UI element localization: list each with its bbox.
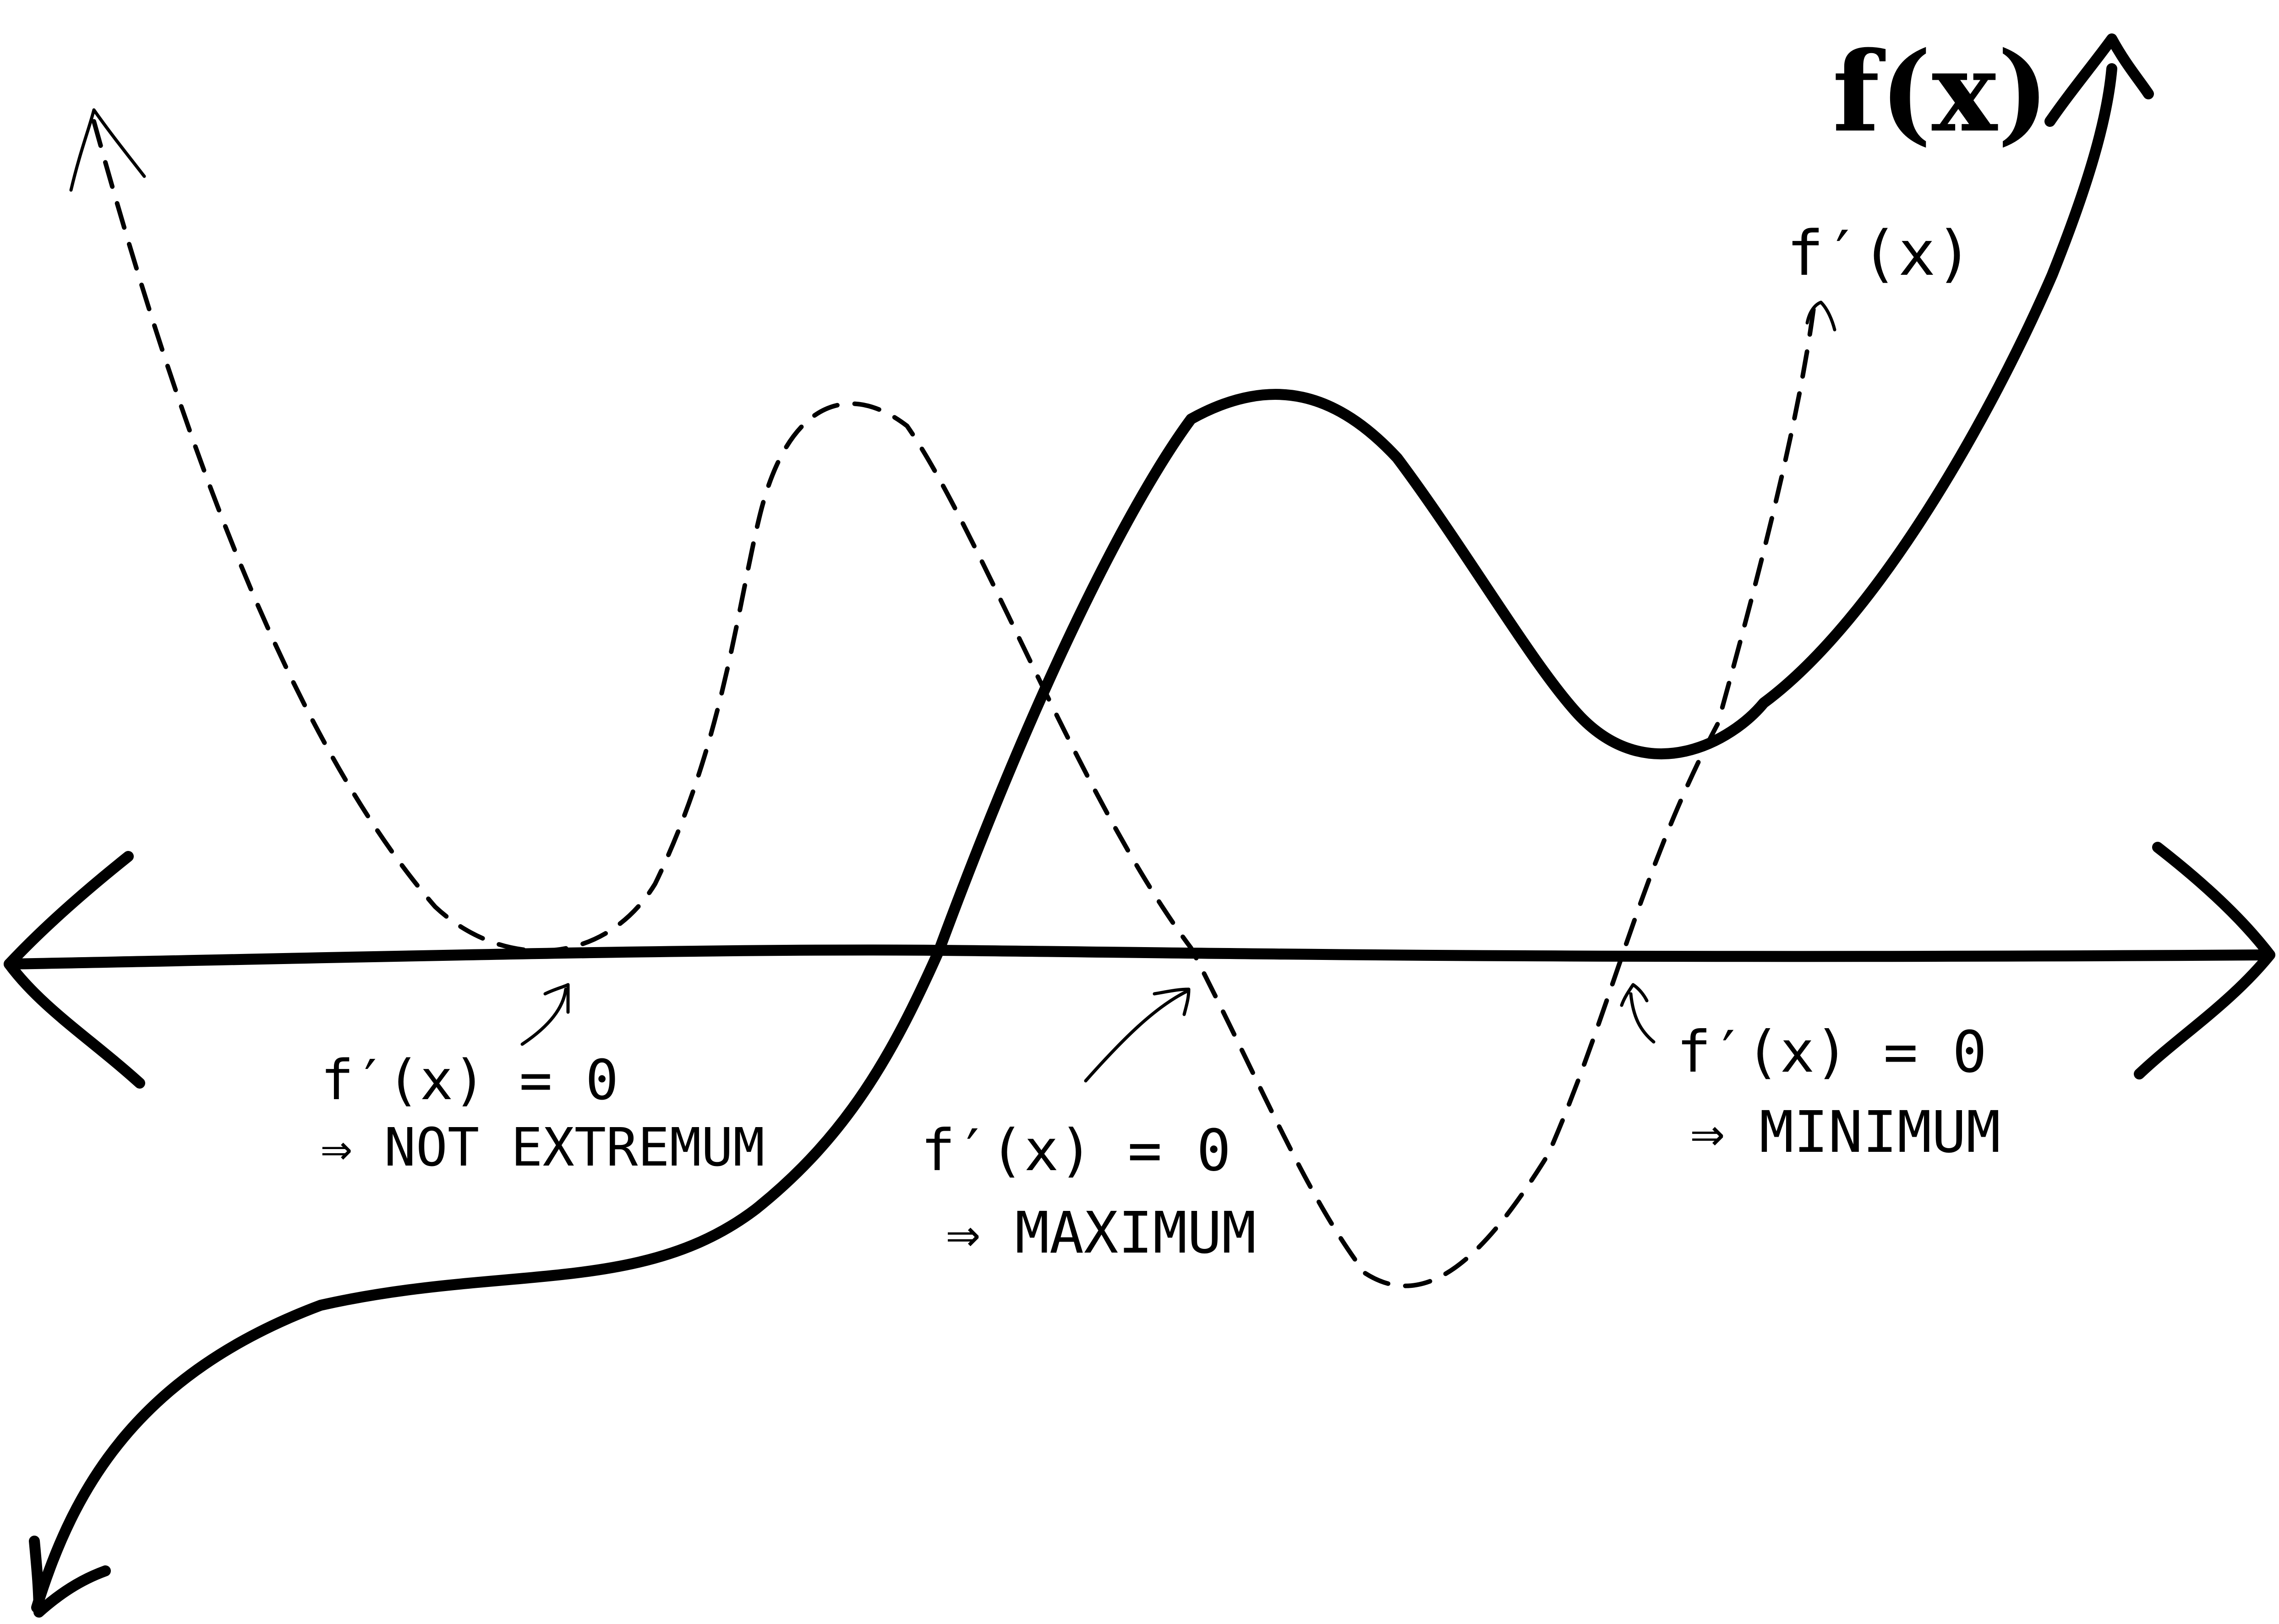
arrow-not-extremum [520,983,570,1046]
annotation-maximum-line1: f′(x) = 0 [921,1117,1231,1184]
f-curve [29,33,2154,1618]
f-curve-top-arrowhead [2044,33,2154,127]
annotation-minimum-line1: f′(x) = 0 [1677,1019,1987,1085]
annotation-minimum-line2: ⇒ MINIMUM [1690,1099,2000,1166]
annotation-not-extremum-line2: ⇒ NOT EXTREMUM [321,1117,765,1178]
annotation-maximum-line2: ⇒ MAXIMUM [946,1200,1256,1266]
f-of-x-label: f(x) [1832,27,2049,157]
f-prime-left-arrowhead [69,108,146,192]
x-axis-right-arrowhead [2134,842,2275,1079]
x-axis-left-arrowhead [4,851,145,1089]
x-axis [4,842,2275,1089]
f-curve-bottom-arrowhead [29,1536,111,1618]
annotation-not-extremum-line1: f′(x) = 0 [321,1049,618,1112]
f-prime-top-arrowhead [1805,300,1836,332]
arrow-maximum [1084,987,1191,1083]
annotation-arrows [520,983,1656,1083]
f-prime-of-x-label: f′(x) [1787,218,1973,289]
f-prime-curve [69,108,1836,1288]
arrow-minimum [1620,983,1656,1044]
